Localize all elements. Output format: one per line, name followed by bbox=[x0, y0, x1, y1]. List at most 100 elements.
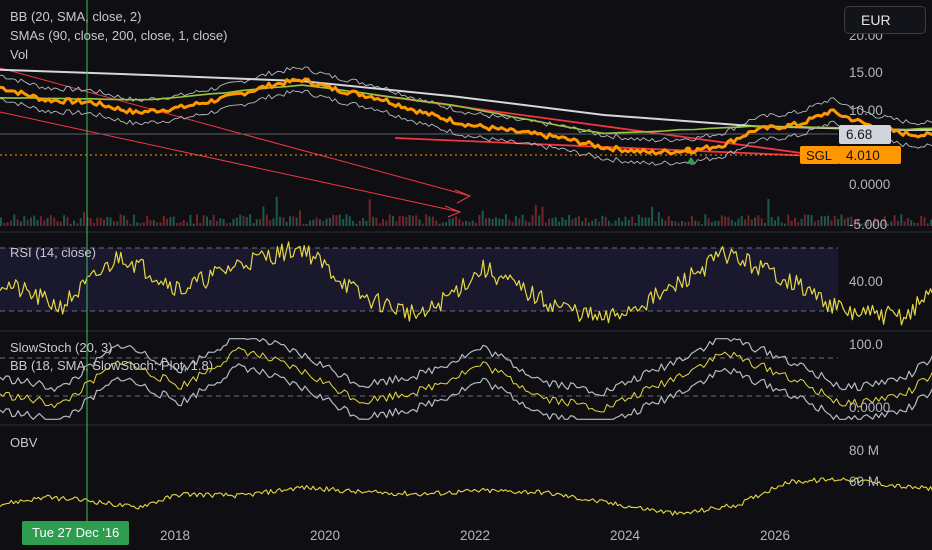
volume-bar bbox=[202, 215, 205, 226]
volume-bar bbox=[162, 215, 165, 226]
volume-bar bbox=[448, 218, 451, 226]
volume-bar bbox=[59, 221, 62, 226]
volume-bar bbox=[774, 220, 776, 226]
y-tick-label: -5.000 bbox=[849, 217, 887, 232]
volume-bar bbox=[488, 218, 491, 226]
volume-bar bbox=[312, 219, 315, 226]
volume-bar bbox=[471, 220, 474, 226]
volume-bar bbox=[106, 216, 109, 226]
volume-bar bbox=[252, 223, 255, 226]
volume-bar bbox=[415, 215, 418, 226]
volume-bar bbox=[631, 216, 634, 226]
price-text: 4.010 bbox=[846, 148, 880, 163]
price-line bbox=[0, 77, 932, 156]
volume-bar bbox=[554, 217, 557, 226]
volume-bar bbox=[289, 216, 291, 226]
volume-bar bbox=[857, 218, 860, 226]
volume-bar bbox=[302, 223, 305, 226]
volume-bar bbox=[504, 214, 507, 226]
volume-bar bbox=[322, 221, 325, 226]
price-badge bbox=[839, 146, 901, 164]
volume-bar bbox=[717, 220, 720, 226]
volume-bar bbox=[820, 216, 823, 226]
x-tick-label: 2022 bbox=[460, 528, 490, 543]
volume-bar bbox=[229, 222, 232, 226]
volume-bar bbox=[548, 218, 551, 226]
price-pane-series bbox=[0, 66, 932, 166]
volume-bar bbox=[179, 222, 182, 226]
volume-bar bbox=[6, 222, 9, 226]
volume-bar bbox=[196, 214, 198, 226]
symbol-text: SGL bbox=[806, 148, 832, 163]
volume-bar bbox=[870, 223, 873, 226]
volume-bar bbox=[830, 220, 833, 226]
volume-bar bbox=[206, 216, 208, 226]
volume-bar bbox=[514, 216, 517, 226]
volume-bar bbox=[790, 220, 793, 226]
volume-bar bbox=[265, 214, 268, 226]
volume-bar bbox=[358, 220, 361, 226]
volume-bar bbox=[760, 218, 763, 226]
volume-bar bbox=[930, 219, 932, 226]
volume-bar bbox=[654, 221, 657, 226]
volume-bar bbox=[156, 222, 159, 226]
volume-bar bbox=[883, 216, 886, 226]
volume-bar bbox=[714, 220, 717, 226]
volume-bar bbox=[23, 216, 26, 226]
volume-bar bbox=[372, 216, 375, 226]
volume-bar bbox=[398, 215, 401, 226]
volume-bar bbox=[222, 219, 225, 226]
volume-bar bbox=[913, 223, 916, 226]
volume-bar bbox=[637, 214, 640, 226]
volume-bar bbox=[395, 221, 398, 226]
volume-bar bbox=[611, 223, 614, 226]
volume-bar bbox=[352, 220, 355, 226]
volume-bar bbox=[697, 221, 700, 226]
legend-obv: OBV bbox=[10, 435, 38, 450]
volume-bar bbox=[647, 217, 650, 226]
y-tick-label: 0.0000 bbox=[849, 177, 890, 192]
volume-bar bbox=[308, 220, 311, 226]
volume-bar bbox=[382, 218, 384, 226]
volume-bar bbox=[495, 217, 497, 226]
volume-bar bbox=[425, 214, 428, 226]
volume-bar bbox=[684, 222, 687, 226]
volume-bar bbox=[863, 222, 866, 226]
volume-bar bbox=[411, 215, 414, 226]
volume-bar bbox=[192, 223, 195, 226]
volume-bar bbox=[56, 221, 59, 226]
volume-bar bbox=[847, 217, 850, 226]
volume-bar bbox=[737, 218, 740, 226]
currency-selector[interactable]: EUR bbox=[844, 6, 926, 34]
volume-bar bbox=[671, 220, 673, 226]
volume-bar bbox=[232, 218, 235, 226]
x-tick-label: 2020 bbox=[310, 528, 340, 543]
volume-bar bbox=[694, 220, 697, 226]
volume-bar bbox=[740, 215, 743, 226]
volume-bar bbox=[475, 223, 477, 226]
volume-bar bbox=[139, 223, 142, 226]
volume-bar bbox=[584, 217, 587, 226]
legend-bb-stoch: BB (18, SMA, SlowStoch: Plot, 1.8) bbox=[10, 358, 213, 373]
y-tick-label: 100.0 bbox=[849, 337, 883, 352]
volume-bar bbox=[651, 206, 654, 226]
x-tick-label: 2026 bbox=[760, 528, 790, 543]
volume-bar bbox=[112, 221, 115, 226]
volume-bar bbox=[843, 218, 846, 226]
volume-bar bbox=[318, 219, 321, 226]
volume-bar bbox=[418, 219, 421, 226]
volume-bar bbox=[634, 223, 637, 226]
volume-bar bbox=[142, 222, 145, 226]
volume-bar bbox=[657, 212, 660, 226]
volume-bars bbox=[0, 196, 932, 226]
y-tick-label: 0.0000 bbox=[849, 400, 890, 415]
rsi-line bbox=[0, 241, 932, 326]
volume-bar bbox=[860, 223, 863, 226]
volume-bar bbox=[564, 219, 567, 226]
volume-bar bbox=[96, 217, 99, 226]
volume-bar bbox=[544, 222, 547, 226]
volume-bar bbox=[594, 218, 597, 226]
volume-bar bbox=[338, 214, 341, 226]
volume-bar bbox=[747, 215, 750, 226]
